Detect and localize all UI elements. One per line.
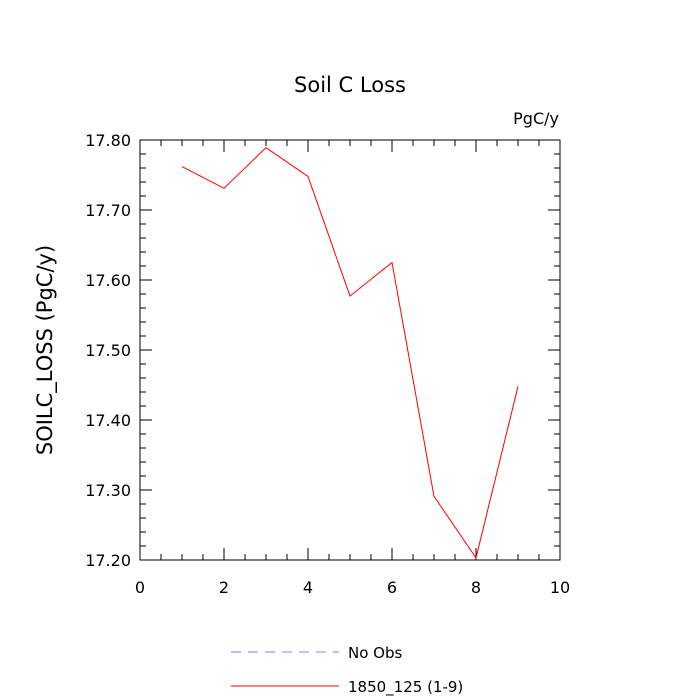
legend-label: 1850_125 (1-9) [348, 678, 463, 697]
series-line [181, 147, 519, 560]
x-tick-label: 10 [550, 578, 570, 597]
series-layer [181, 147, 519, 560]
y-tick-label: 17.60 [85, 271, 131, 290]
legend-label: No Obs [348, 644, 402, 662]
y-tick-label: 17.80 [85, 131, 131, 150]
y-tick-label: 17.40 [85, 411, 131, 430]
x-tick-label: 6 [387, 578, 397, 597]
axis-tick-labels: 0 2 4 6 8 10 17.20 17.30 17.40 17.50 17.60 17.70 17.… [85, 131, 570, 597]
x-tick-label: 4 [303, 578, 313, 597]
x-tick-label: 0 [135, 578, 145, 597]
y-axis-label: SOILC_LOSS (PgC/y) [33, 245, 58, 455]
chart-title: Soil C Loss [294, 73, 406, 97]
axis-ticks [139, 139, 561, 561]
y-tick-label: 17.50 [85, 341, 131, 360]
plot-frame [139, 139, 561, 561]
y-tick-label: 17.30 [85, 481, 131, 500]
legend: No Obs 1850_125 (1-9) [231, 644, 463, 697]
units-label: PgC/y [513, 109, 559, 128]
x-tick-label: 2 [219, 578, 229, 597]
y-tick-label: 17.20 [85, 551, 131, 570]
x-tick-label: 8 [471, 578, 481, 597]
y-tick-label: 17.70 [85, 201, 131, 220]
